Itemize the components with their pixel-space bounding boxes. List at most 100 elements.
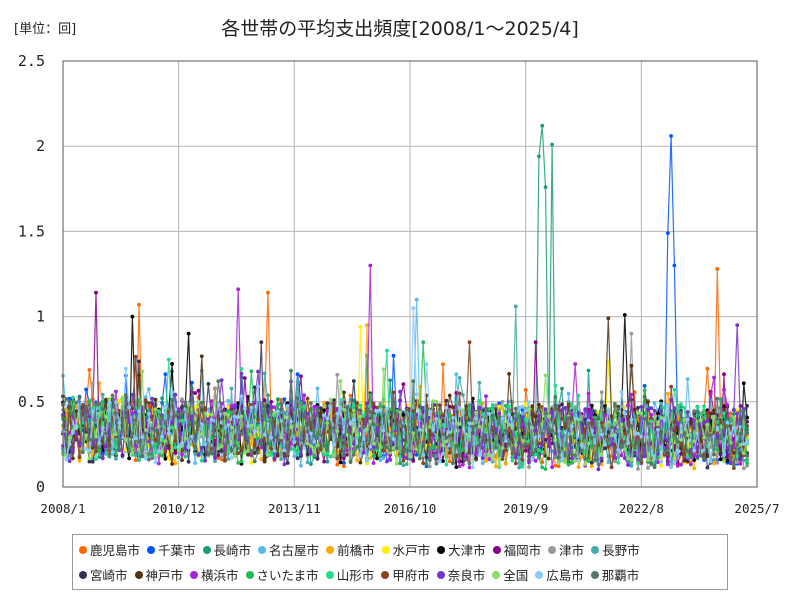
data-point [527, 422, 531, 426]
data-point [378, 445, 383, 450]
data-point [523, 448, 528, 453]
data-point [563, 406, 568, 410]
data-point [176, 455, 181, 460]
data-point [289, 419, 293, 424]
data-point [414, 392, 419, 397]
data-point [226, 409, 231, 413]
data-point [104, 431, 108, 436]
data-point [338, 405, 343, 410]
data-point [454, 443, 459, 448]
data-point [77, 455, 82, 460]
data-point [173, 392, 178, 397]
data-point [77, 395, 82, 400]
data-point [722, 420, 726, 425]
data-point [609, 433, 614, 438]
data-point [239, 394, 244, 399]
data-point [662, 451, 667, 455]
data-point [391, 446, 396, 451]
data-point [216, 453, 221, 457]
data-point [556, 407, 561, 411]
data-point [692, 453, 697, 458]
data-point [447, 393, 452, 398]
data-point [147, 412, 151, 416]
data-point [566, 391, 571, 396]
legend-label: 水戸市 [392, 543, 431, 558]
data-point [741, 451, 746, 456]
data-point [209, 399, 214, 404]
data-point [351, 452, 356, 457]
data-point [391, 353, 396, 358]
data-point [583, 407, 588, 412]
data-point [166, 357, 171, 362]
data-point [262, 371, 267, 376]
data-point [665, 462, 670, 467]
data-point [176, 444, 181, 449]
legend-item: 長崎市 [202, 540, 251, 559]
data-point [150, 426, 155, 431]
data-point [143, 398, 148, 403]
data-point [497, 414, 502, 419]
plot-frame [62, 60, 758, 488]
data-point [665, 391, 670, 396]
data-point [629, 331, 634, 336]
x-tick-label: 2025/7 [734, 501, 779, 516]
data-point [256, 417, 260, 422]
data-point [84, 387, 88, 392]
data-point [589, 409, 594, 414]
data-point [517, 406, 521, 411]
legend-label: さいたま市 [256, 568, 319, 583]
legend-item: 水戸市 [381, 540, 431, 559]
data-point [665, 404, 670, 408]
data-point [295, 456, 300, 461]
data-point [229, 456, 234, 460]
data-point [530, 457, 535, 462]
data-point [616, 407, 621, 412]
data-point [361, 424, 366, 429]
data-point [732, 425, 736, 430]
data-point [196, 388, 201, 393]
data-point [137, 359, 141, 364]
data-point [708, 433, 713, 437]
data-point [705, 433, 710, 437]
data-point [629, 424, 634, 428]
data-point [315, 407, 320, 412]
data-point [358, 403, 363, 408]
data-point [732, 463, 736, 467]
data-point [74, 409, 79, 414]
data-point [309, 426, 313, 431]
data-point [338, 460, 343, 465]
data-point [236, 287, 241, 292]
data-point [401, 458, 406, 463]
data-point [735, 323, 740, 327]
data-point [223, 411, 227, 416]
data-point [728, 411, 733, 416]
data-point [735, 454, 740, 459]
data-point [279, 397, 283, 402]
data-point [203, 407, 208, 412]
data-point [160, 453, 165, 458]
data-point [67, 435, 72, 440]
data-point [457, 464, 462, 469]
data-point [414, 297, 419, 302]
data-point [632, 444, 637, 448]
data-point [246, 424, 251, 428]
data-point [421, 405, 426, 410]
data-point [540, 450, 545, 455]
data-point [246, 406, 251, 410]
data-point [262, 459, 267, 464]
data-point [272, 405, 277, 410]
data-point [183, 446, 188, 451]
legend-label: 横浜市 [201, 568, 239, 583]
data-point [120, 396, 125, 400]
data-point [375, 426, 379, 431]
data-point [437, 419, 442, 424]
data-point [427, 425, 432, 429]
data-point [229, 449, 234, 453]
data-point [279, 457, 283, 461]
data-point [507, 372, 511, 376]
data-point [447, 459, 452, 464]
data-point [114, 400, 118, 405]
data-point [309, 450, 313, 454]
legend-swatch-icon [591, 545, 600, 554]
data-point [150, 414, 155, 419]
